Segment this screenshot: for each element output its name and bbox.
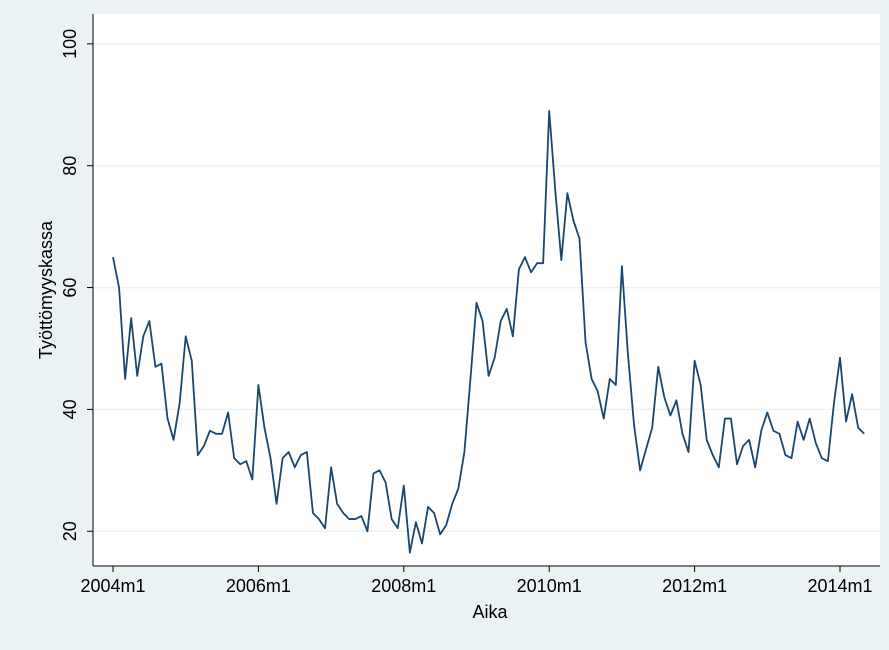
- x-tick-label: 2012m1: [662, 576, 727, 596]
- y-tick-label: 60: [60, 278, 80, 298]
- x-tick-label: 2006m1: [226, 576, 291, 596]
- x-axis-title: Aika: [472, 602, 508, 622]
- data-line: [112, 109, 865, 554]
- x-tick-label: 2008m1: [371, 576, 436, 596]
- y-tick-label: 20: [60, 521, 80, 541]
- y-tick-label: 80: [60, 156, 80, 176]
- plot-area: [93, 14, 880, 566]
- x-tick-label: 2010m1: [517, 576, 582, 596]
- x-tick-label: 2004m1: [80, 576, 145, 596]
- y-tick-label: 40: [60, 399, 80, 419]
- y-tick-label: 100: [60, 29, 80, 59]
- y-axis-title: Työttömyyskassa: [36, 220, 56, 359]
- x-tick-label: 2014m1: [807, 576, 872, 596]
